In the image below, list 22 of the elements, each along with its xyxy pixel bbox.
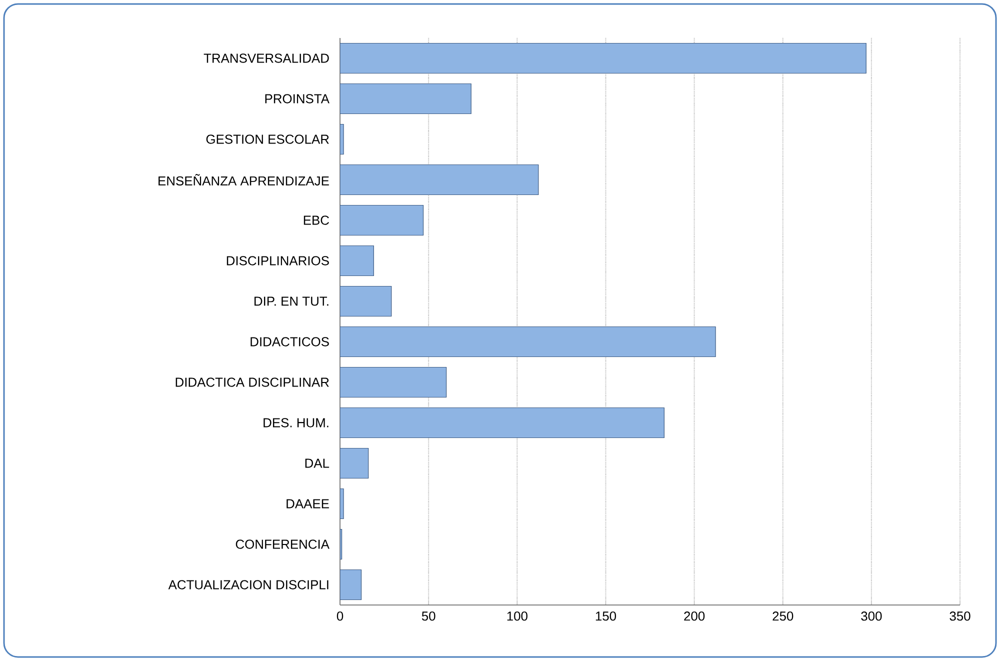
y-tick-label: GESTION ESCOLAR xyxy=(206,134,329,144)
y-tick-label: TRANSVERSALIDAD xyxy=(204,54,329,63)
x-tick-label: 50 xyxy=(422,612,436,621)
y-tick-label: ENSEÑANZA APRENDIZAJE xyxy=(158,174,329,186)
x-tick-label: 150 xyxy=(596,612,616,621)
y-tick-label: CONFERENCIA xyxy=(236,540,330,549)
y-tick-label: DIP. EN TUT. xyxy=(254,296,328,306)
y-tick-label: DIDACTICOS xyxy=(250,337,329,346)
y-tick-label: DAAEE xyxy=(286,499,329,508)
y-tick-label: DES. HUM. xyxy=(264,418,328,428)
x-tick-label: 300 xyxy=(861,612,882,621)
y-tick-label: EBC xyxy=(304,216,329,225)
x-tick-label: 350 xyxy=(950,612,970,621)
y-tick-label: ACTUALIZACION DISCIPLI xyxy=(168,580,328,590)
x-tick-label: 0 xyxy=(336,612,344,621)
y-tick-label: DIDACTICA DISCIPLINAR xyxy=(176,378,329,387)
y-tick-label: DAL xyxy=(305,458,330,468)
x-tick-label: 250 xyxy=(772,612,794,621)
x-tick-label: 200 xyxy=(684,612,705,621)
y-tick-label: DISCIPLINARIOS xyxy=(226,256,329,266)
x-tick-label: 100 xyxy=(507,612,528,621)
y-tick-label: PROINSTA xyxy=(265,94,330,104)
